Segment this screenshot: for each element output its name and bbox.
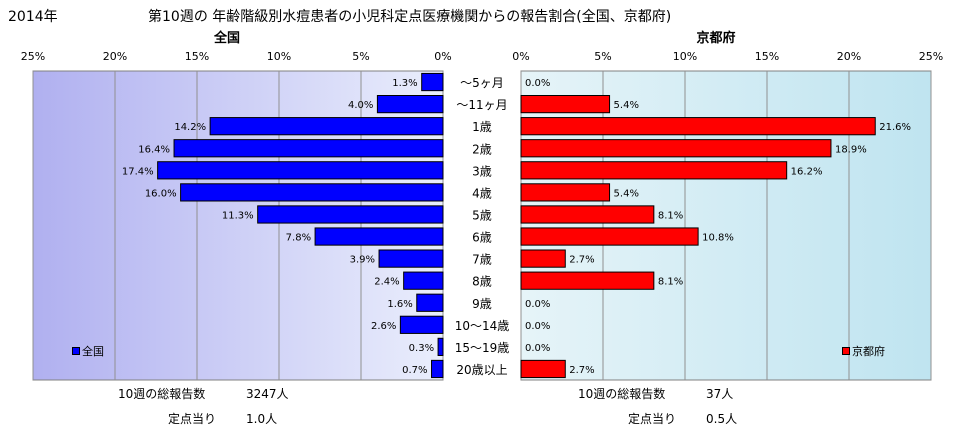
national-per-label: 定点当り	[168, 412, 217, 426]
kyoto-total-value: 37人	[706, 387, 734, 401]
kyoto-bar	[520, 271, 655, 290]
kyoto-per-label: 定点当り	[628, 412, 677, 426]
national-data-label: 0.7%	[402, 365, 427, 376]
kyoto-legend: 京都府	[842, 343, 885, 359]
national-panel-title: 全国	[213, 31, 241, 46]
national-data-label: 3.9%	[350, 255, 375, 266]
kyoto-bar	[520, 205, 655, 224]
kyoto-bar	[520, 117, 876, 136]
national-bar	[157, 161, 444, 180]
national-data-label: 0.3%	[409, 343, 434, 354]
category-label: 1歳	[472, 120, 492, 134]
national-data-label: 2.4%	[374, 277, 399, 288]
category-label: 9歳	[472, 297, 492, 311]
national-bar	[378, 249, 444, 268]
kyoto-tick-label: 10%	[673, 50, 697, 63]
national-tick-label: 10%	[267, 50, 291, 63]
national-data-label: 7.8%	[286, 233, 311, 244]
kyoto-per-value: 0.5人	[706, 412, 738, 426]
category-label: 2歳	[472, 142, 492, 156]
category-label: 〜11ヶ月	[456, 98, 507, 112]
kyoto-bar	[520, 183, 611, 202]
category-label: 〜5ヶ月	[460, 76, 504, 90]
national-bar	[403, 271, 444, 290]
kyoto-legend-label: 京都府	[852, 345, 885, 358]
national-bar	[314, 227, 444, 246]
kyoto-data-label: 8.1%	[658, 277, 683, 288]
national-bar	[180, 183, 444, 202]
national-legend-label: 全国	[82, 345, 104, 358]
category-label: 3歳	[472, 164, 492, 178]
kyoto-tick-label: 0%	[512, 50, 529, 63]
national-data-label: 16.4%	[138, 144, 170, 155]
kyoto-legend-swatch	[842, 347, 850, 355]
national-tick-label: 15%	[185, 50, 209, 63]
national-tick-label: 5%	[352, 50, 369, 63]
chart-year: 2014年	[8, 9, 58, 25]
chart-title: 第10週の 年齢階級別水痘患者の小児科定点医療機関からの報告割合(全国、京都府)	[148, 9, 672, 25]
kyoto-tick-label: 25%	[919, 50, 943, 63]
national-bar	[421, 72, 444, 92]
kyoto-bar	[520, 249, 566, 268]
national-tick-label: 0%	[434, 50, 451, 63]
national-bar	[376, 94, 444, 114]
kyoto-bar	[520, 161, 788, 180]
national-tick-label: 20%	[103, 50, 127, 63]
national-tick-label: 25%	[21, 50, 45, 63]
category-label: 6歳	[472, 231, 492, 245]
kyoto-data-label: 0.0%	[525, 299, 550, 310]
kyoto-bar	[520, 359, 566, 379]
kyoto-data-label: 10.8%	[702, 233, 734, 244]
national-bar	[416, 293, 444, 312]
national-bar	[257, 205, 444, 224]
national-data-label: 11.3%	[222, 210, 254, 221]
national-bar	[437, 337, 444, 357]
kyoto-data-label: 18.9%	[835, 144, 867, 155]
kyoto-tick-label: 5%	[594, 50, 611, 63]
national-bar	[209, 117, 444, 136]
kyoto-data-label: 2.7%	[569, 255, 594, 266]
kyoto-panel-title: 京都府	[696, 31, 736, 46]
category-label: 20歳以上	[456, 363, 507, 377]
kyoto-data-label: 5.4%	[614, 100, 639, 111]
kyoto-total-label: 10週の総報告数	[578, 387, 666, 401]
kyoto-data-label: 2.7%	[569, 365, 594, 376]
category-label: 15〜19歳	[455, 341, 510, 355]
kyoto-tick-label: 20%	[837, 50, 861, 63]
category-label: 7歳	[472, 253, 492, 267]
kyoto-data-label: 21.6%	[879, 122, 911, 133]
kyoto-tick-label: 15%	[755, 50, 779, 63]
national-data-label: 17.4%	[122, 166, 154, 177]
kyoto-data-label: 0.0%	[525, 321, 550, 332]
kyoto-data-label: 16.2%	[791, 166, 823, 177]
category-label: 4歳	[472, 186, 492, 200]
category-label: 8歳	[472, 275, 492, 289]
national-data-label: 1.6%	[387, 299, 412, 310]
kyoto-data-label: 0.0%	[525, 343, 550, 354]
national-data-label: 1.3%	[392, 78, 417, 89]
national-legend: 全国	[72, 343, 104, 359]
national-legend-swatch	[72, 347, 80, 355]
kyoto-bar	[520, 94, 611, 114]
category-label: 5歳	[472, 208, 492, 222]
national-per-value: 1.0人	[246, 412, 278, 426]
national-bar	[173, 139, 444, 158]
kyoto-data-label: 8.1%	[658, 210, 683, 221]
national-bar	[431, 359, 444, 379]
national-data-label: 2.6%	[371, 321, 396, 332]
national-total-label: 10週の総報告数	[118, 387, 206, 401]
national-data-label: 14.2%	[174, 122, 206, 133]
kyoto-data-label: 0.0%	[525, 78, 550, 89]
national-data-label: 16.0%	[145, 188, 177, 199]
kyoto-bar	[520, 139, 832, 158]
kyoto-bar	[520, 227, 699, 246]
national-bar	[399, 315, 444, 334]
category-label: 10〜14歳	[455, 319, 510, 333]
kyoto-data-label: 5.4%	[614, 188, 639, 199]
national-total-value: 3247人	[246, 387, 289, 401]
national-data-label: 4.0%	[348, 100, 373, 111]
